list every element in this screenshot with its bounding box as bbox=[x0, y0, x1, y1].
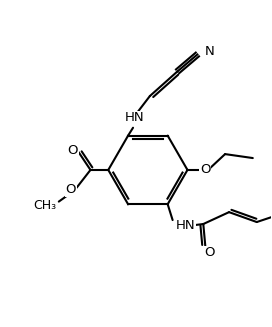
Text: O: O bbox=[204, 246, 215, 259]
Text: CH₃: CH₃ bbox=[34, 199, 57, 212]
Text: O: O bbox=[66, 183, 76, 196]
Text: O: O bbox=[67, 144, 78, 157]
Text: HN: HN bbox=[125, 111, 145, 124]
Text: HN: HN bbox=[176, 219, 195, 232]
Text: O: O bbox=[200, 164, 211, 177]
Text: N: N bbox=[204, 45, 214, 58]
